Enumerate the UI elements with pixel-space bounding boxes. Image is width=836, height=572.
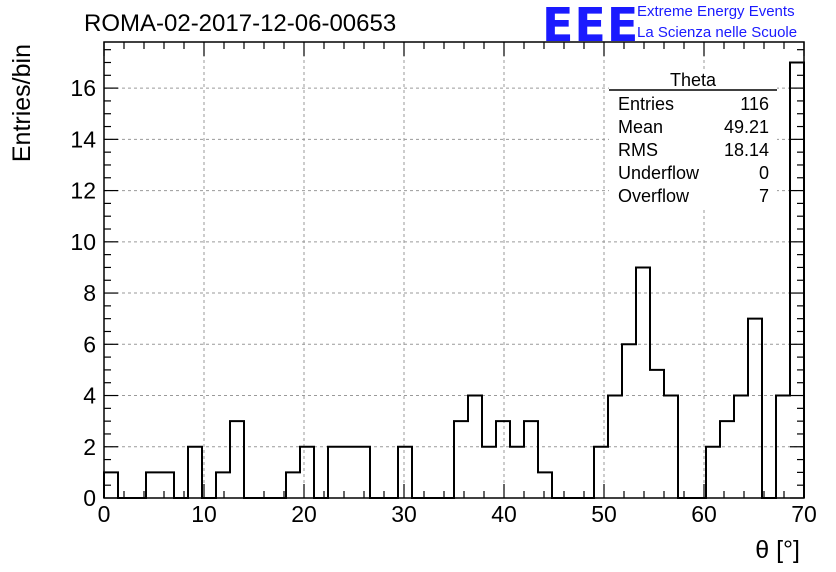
histogram-outline <box>103 61 805 499</box>
stats-label: Overflow <box>618 186 690 206</box>
logo-subtitle-line2: La Scienza nelle Scuole <box>637 24 798 41</box>
x-tick-label: 50 <box>591 501 617 527</box>
histogram-bin <box>216 472 230 498</box>
stats-value: 7 <box>759 186 769 206</box>
stats-rows: Entries 116 Mean 49.21 RMS 18.14 Underflow 0 Ove… <box>618 94 769 206</box>
histogram-bin <box>608 396 622 498</box>
stats-label: Underflow <box>618 163 700 183</box>
y-tick-label: 16 <box>70 75 96 101</box>
histogram-bin <box>468 396 482 498</box>
histogram-bin <box>524 421 538 498</box>
y-tick-label: 12 <box>70 178 96 204</box>
histogram-bin <box>286 472 300 498</box>
stats-label: Entries <box>618 94 674 114</box>
logo-subtitle-line1: Extreme Energy Events <box>637 3 795 20</box>
stats-value: 0 <box>759 163 769 183</box>
histogram-bin <box>160 472 174 498</box>
plot-frame <box>103 41 805 499</box>
x-tick-label: 30 <box>391 501 417 527</box>
histogram-bin <box>594 447 608 498</box>
x-tick-label: 0 <box>98 501 111 527</box>
histogram-bin <box>748 319 762 498</box>
stats-value: 18.14 <box>724 140 769 160</box>
stats-label: Mean <box>618 117 663 137</box>
x-tick-label: 70 <box>791 501 817 527</box>
y-axis-label: Entries/bin <box>8 44 36 162</box>
y-tick-label: 2 <box>83 434 96 460</box>
histogram-bin <box>398 447 412 498</box>
y-tick-label: 14 <box>70 126 96 152</box>
histogram-bin <box>230 421 244 498</box>
stats-box-title: Theta <box>670 70 717 90</box>
y-tick-label: 4 <box>83 383 96 409</box>
y-tick-label: 6 <box>83 331 96 357</box>
x-tick-label: 20 <box>291 501 317 527</box>
histogram-bin <box>146 472 160 498</box>
y-tick-label: 10 <box>70 229 96 255</box>
histogram-bin <box>706 447 720 498</box>
histogram <box>103 61 805 499</box>
histogram-bin <box>342 447 356 498</box>
stats-box: Theta Entries 116 Mean 49.21 RMS 18.14 Underfl… <box>609 70 777 210</box>
histogram-bin <box>496 421 510 498</box>
histogram-bin <box>328 447 342 498</box>
x-axis-label: θ [°] <box>755 536 800 564</box>
histogram-bin <box>650 370 664 498</box>
histogram-bin <box>622 344 636 498</box>
histogram-bin <box>664 396 678 498</box>
x-tick-label: 60 <box>691 501 717 527</box>
eee-logo: EEE <box>542 0 640 52</box>
stats-label: RMS <box>618 140 658 160</box>
histogram-bin <box>356 447 370 498</box>
histogram-bin <box>538 472 552 498</box>
histogram-bin <box>510 447 524 498</box>
x-tick-label: 40 <box>491 501 517 527</box>
histogram-bin <box>720 421 734 498</box>
histogram-bin <box>300 447 314 498</box>
histogram-bin <box>454 421 468 498</box>
histogram-bin <box>636 267 650 498</box>
histogram-bin <box>734 396 748 498</box>
stats-value: 116 <box>740 94 769 114</box>
axes <box>103 41 805 499</box>
x-tick-label: 10 <box>191 501 217 527</box>
stats-box-background <box>609 70 777 210</box>
y-tick-label: 8 <box>83 280 96 306</box>
stats-value: 49.21 <box>724 117 769 137</box>
chart-title: ROMA-02-2017-12-06-00653 <box>84 10 397 37</box>
y-tick-label: 0 <box>83 485 96 511</box>
histogram-bin <box>776 396 790 498</box>
histogram-bin <box>188 447 202 498</box>
histogram-bin <box>482 447 496 498</box>
